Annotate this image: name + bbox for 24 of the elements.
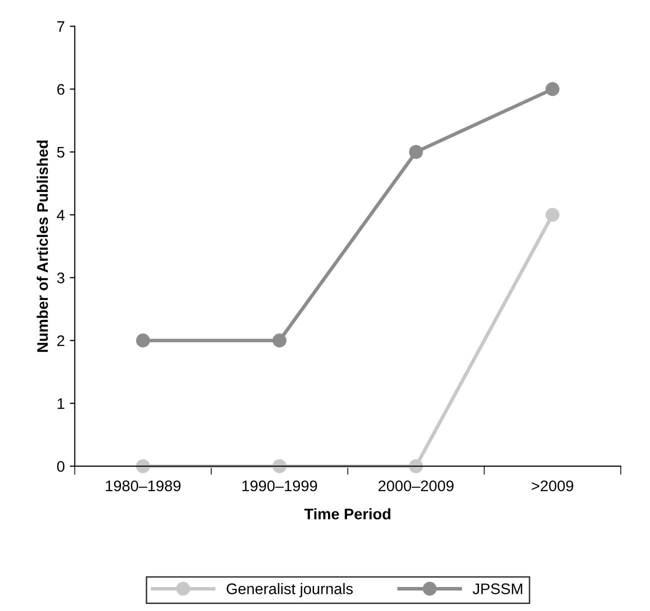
y-tick-label: 7 (57, 21, 64, 32)
x-axis-title: Time Period (304, 508, 390, 520)
point (546, 82, 560, 96)
point (136, 334, 150, 348)
x-tick-label: 2000–2009 (378, 480, 454, 492)
y-tick-label: 5 (57, 146, 64, 158)
point (136, 459, 150, 474)
y-tick-label: 2 (57, 335, 64, 346)
point (546, 208, 560, 222)
x-tick-label: 1980–1989 (106, 480, 181, 492)
point (409, 145, 423, 159)
y-tick-label: 3 (57, 272, 64, 284)
y-tick-label: 4 (56, 210, 65, 220)
y-tick-label: 1 (58, 398, 64, 409)
legend-label: Generalist journals (226, 583, 353, 598)
point (272, 459, 286, 474)
x-tick-label: 1990–1999 (242, 480, 318, 492)
y-tick-label: 6 (57, 84, 64, 95)
y-axis-title: Number of Articles Published (36, 140, 48, 352)
legend-label: JPSSM (472, 583, 522, 594)
y-tick-label: 0 (57, 461, 64, 472)
point (409, 459, 423, 474)
point (272, 334, 286, 348)
x-tick-label: >2009 (532, 480, 574, 492)
